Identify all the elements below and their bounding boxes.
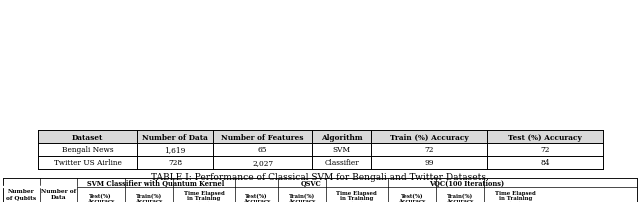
Text: 65: 65: [258, 146, 268, 154]
Text: VQC(100 Iterations): VQC(100 Iterations): [429, 179, 505, 187]
Text: Twitter US Airline: Twitter US Airline: [54, 159, 122, 167]
Text: Bengali News: Bengali News: [61, 146, 113, 154]
Text: SVM Classifier with Quantum Kernel: SVM Classifier with Quantum Kernel: [87, 179, 225, 187]
Bar: [3, 178, 637, 202]
Text: Test (%) Accuracy: Test (%) Accuracy: [508, 133, 582, 141]
Text: Time Elapsed
in Training
(sec): Time Elapsed in Training (sec): [337, 190, 377, 202]
Text: QSVC: QSVC: [301, 179, 322, 187]
Text: 99: 99: [424, 159, 434, 167]
Text: Classifier: Classifier: [324, 159, 359, 167]
Text: 72: 72: [424, 146, 434, 154]
Text: TABLE I: Performance of Classical SVM for Bengali and Twitter Datasets.: TABLE I: Performance of Classical SVM fo…: [151, 172, 489, 181]
Text: 2,027: 2,027: [252, 159, 273, 167]
Text: Train(%)
Accuracy: Train(%) Accuracy: [288, 193, 316, 202]
Text: Algorithm: Algorithm: [321, 133, 362, 141]
Text: Number of Data: Number of Data: [142, 133, 208, 141]
Text: Test(%)
Accuracy: Test(%) Accuracy: [87, 193, 115, 202]
Text: Train(%)
Accuracy: Train(%) Accuracy: [135, 193, 163, 202]
Bar: [38, 130, 603, 143]
Text: Test(%)
Accuracy: Test(%) Accuracy: [243, 193, 270, 202]
Text: 728: 728: [168, 159, 182, 167]
Text: Time Elapsed
in Training
(sec): Time Elapsed in Training (sec): [184, 190, 225, 202]
Text: SVM: SVM: [333, 146, 351, 154]
Text: 84: 84: [540, 159, 550, 167]
Text: Train (%) Accuracy: Train (%) Accuracy: [390, 133, 468, 141]
Text: Test(%)
Accuracy: Test(%) Accuracy: [398, 193, 426, 202]
Text: 1,619: 1,619: [164, 146, 186, 154]
Text: Dataset: Dataset: [72, 133, 103, 141]
Text: Train(%)
Accuracy: Train(%) Accuracy: [447, 193, 474, 202]
Text: Time Elapsed
in Training
(sec): Time Elapsed in Training (sec): [495, 190, 536, 202]
Text: Number of
Data: Number of Data: [40, 188, 76, 199]
Text: Number of Features: Number of Features: [221, 133, 304, 141]
Text: Number
of Qubits: Number of Qubits: [6, 188, 36, 199]
Text: 72: 72: [540, 146, 550, 154]
